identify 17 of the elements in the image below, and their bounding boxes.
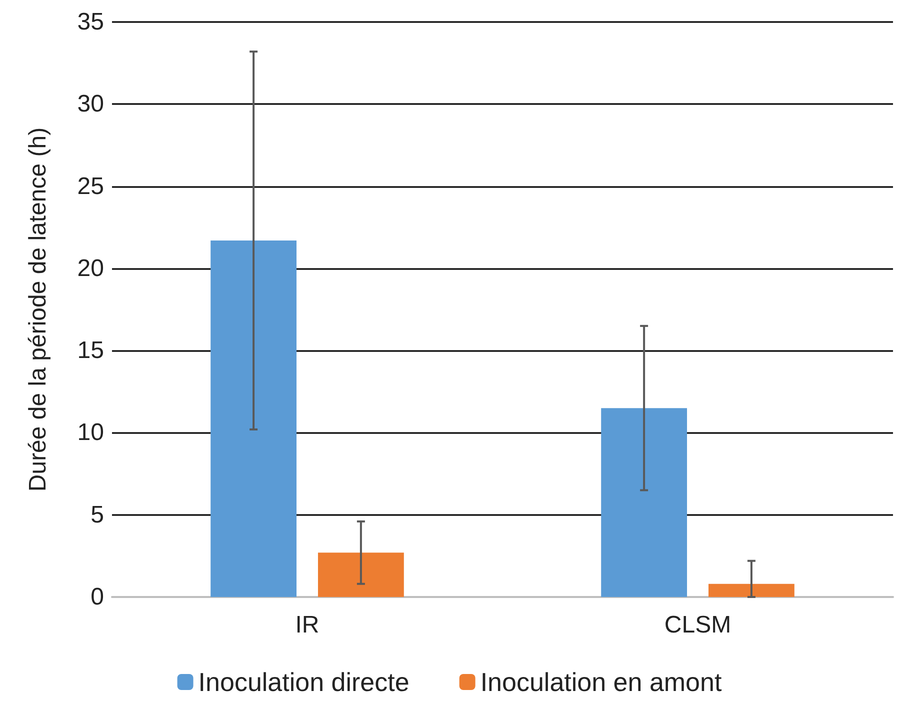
y-tick-label: 35 — [77, 8, 104, 36]
y-tick-label: 20 — [77, 254, 104, 282]
legend-label: Inoculation en amont — [480, 667, 722, 697]
y-tick-label: 10 — [77, 419, 104, 446]
y-tick-label: 25 — [77, 172, 104, 200]
bar — [210, 240, 297, 597]
x-tick-label: CLSM — [664, 612, 732, 638]
y-tick-label: 15 — [77, 337, 104, 364]
bar — [318, 552, 404, 597]
bar — [708, 584, 794, 597]
y-tick-label: 5 — [90, 501, 104, 528]
x-tick-label: IR — [295, 612, 320, 638]
y-tick-label: 30 — [77, 90, 104, 118]
y-axis-title: Durée de la période de latence (h) — [24, 127, 52, 492]
y-tick-label: 0 — [90, 584, 104, 610]
legend-label: Inoculation directe — [198, 667, 410, 697]
bar — [601, 408, 688, 597]
